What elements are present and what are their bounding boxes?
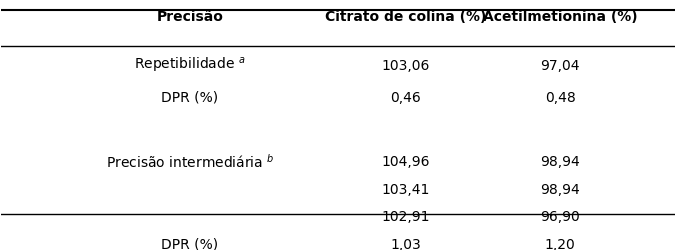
Text: Repetibilidade $^a$: Repetibilidade $^a$	[134, 56, 246, 75]
Text: 1,20: 1,20	[545, 237, 575, 250]
Text: 96,90: 96,90	[540, 210, 580, 223]
Text: Precisão: Precisão	[156, 10, 223, 24]
Text: 102,91: 102,91	[381, 210, 429, 223]
Text: 97,04: 97,04	[540, 58, 580, 72]
Text: 103,06: 103,06	[381, 58, 429, 72]
Text: 0,46: 0,46	[390, 90, 420, 104]
Text: Citrato de colina (%): Citrato de colina (%)	[324, 10, 486, 24]
Text: 98,94: 98,94	[540, 154, 580, 168]
Text: 103,41: 103,41	[381, 182, 429, 196]
Text: 0,48: 0,48	[545, 90, 575, 104]
Text: 98,94: 98,94	[540, 182, 580, 196]
Text: DPR (%): DPR (%)	[162, 90, 218, 104]
Text: Precisão intermediária $^b$: Precisão intermediária $^b$	[105, 152, 274, 170]
Text: Acetilmetionina (%): Acetilmetionina (%)	[483, 10, 637, 24]
Text: DPR (%): DPR (%)	[162, 237, 218, 250]
Text: 1,03: 1,03	[390, 237, 420, 250]
Text: 104,96: 104,96	[381, 154, 429, 168]
